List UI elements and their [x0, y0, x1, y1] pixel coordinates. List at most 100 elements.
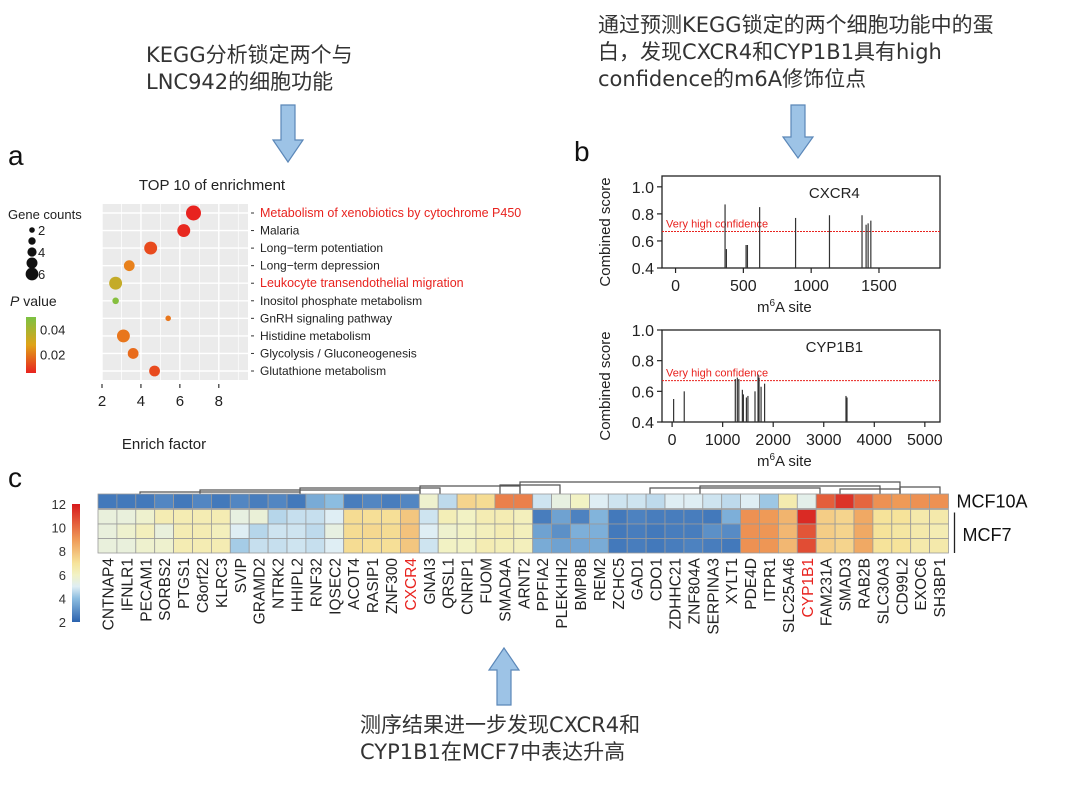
heatmap-cell — [532, 538, 553, 554]
heatmap-cell — [343, 538, 364, 554]
gene-label: PDE4D — [743, 558, 760, 610]
heatmap-cell — [645, 523, 666, 539]
dendrogram-branch — [299, 487, 441, 494]
term-label: Long−term potentiation — [260, 241, 383, 255]
heatmap-cell — [248, 523, 269, 539]
heatmap-cell — [154, 523, 174, 539]
heatmap-cell — [570, 493, 590, 509]
heatmap-cell — [418, 509, 439, 525]
heatmap-cell — [229, 493, 250, 509]
heatmap-cell — [343, 509, 364, 525]
heatmap-cell — [513, 493, 534, 509]
gene-label: ITPR1 — [762, 558, 779, 602]
x-tick-label: 0 — [671, 278, 680, 295]
colorbar-tick-label: 6 — [59, 568, 66, 583]
heatmap-cell — [97, 509, 118, 525]
color-legend-bar — [26, 317, 36, 373]
x-tick-label: 6 — [176, 393, 184, 410]
heatmap-cell — [891, 523, 912, 539]
cyp1b1-m6a-chart: CYP1B1 Very high confidence 0.4 0.6 0.8 1.0 0 1… — [597, 323, 943, 470]
heatmap-cell — [362, 509, 382, 525]
heatmap-cell — [305, 493, 326, 509]
size-legend-dot — [27, 247, 37, 257]
row-group-label: MCF10A — [957, 492, 1028, 512]
gene-label: ZCHC5 — [611, 558, 628, 610]
heatmap-cell — [645, 509, 666, 525]
panel-label-c: c — [8, 462, 22, 493]
data-point — [116, 329, 130, 343]
dendrogram-branch — [839, 488, 901, 494]
dendrogram-branch — [699, 485, 881, 494]
heatmap-cell — [513, 509, 534, 525]
heatmap-cell — [796, 493, 817, 509]
heatmap-cell — [721, 523, 742, 539]
gene-label: EXOC6 — [913, 558, 930, 611]
color-legend-ticks: 0.04 0.02 — [40, 322, 65, 362]
annotation-kegg-analysis: KEGG分析锁定两个与 LNC942的细胞功能 — [146, 43, 353, 94]
size-legend-label: 2 — [38, 223, 45, 238]
x-tick-label: 1000 — [705, 432, 741, 449]
gene-label: CNRIP1 — [460, 558, 477, 615]
data-point — [109, 276, 123, 290]
heatmap-cell — [910, 493, 931, 509]
heatmap-cell — [815, 509, 836, 525]
heatmap-cell — [929, 493, 949, 509]
color-legend-tick-label: 0.02 — [40, 347, 65, 362]
heatmap-cell — [418, 538, 439, 554]
gene-label: SLC25A46 — [781, 558, 798, 633]
gene-label: RASIP1 — [365, 558, 382, 613]
size-legend-dot — [25, 267, 39, 281]
gene-label: RAB2B — [856, 558, 873, 609]
heatmap-cell — [891, 509, 912, 525]
size-legend: 2 4 6 — [25, 223, 45, 282]
gene-label: CDO1 — [649, 558, 666, 601]
heatmap-cell — [589, 509, 609, 525]
heatmap-cell — [286, 538, 307, 554]
heatmap-cell — [97, 523, 118, 539]
arrow-down-icon — [781, 104, 815, 160]
heatmap-cell — [248, 493, 269, 509]
gene-label: RNF32 — [308, 558, 325, 607]
heatmap-cell — [740, 509, 760, 525]
x-axis-title: m6A site — [757, 298, 812, 316]
term-label: GnRH signaling pathway — [260, 311, 392, 325]
heatmap-cell — [929, 523, 949, 539]
heatmap-cell — [494, 493, 515, 509]
heatmap-cell — [456, 493, 477, 509]
heatmap-cell — [910, 538, 931, 554]
heatmap-cell — [475, 493, 496, 509]
heatmap-cell — [778, 493, 798, 509]
heatmap-cell — [702, 493, 723, 509]
heatmap-cell — [324, 509, 345, 525]
heatmap-cell — [626, 538, 647, 554]
gene-label: QRSL1 — [441, 558, 458, 609]
heatmap-cell — [626, 509, 647, 525]
dendrogram-branch — [899, 486, 941, 494]
size-legend-title: Gene counts — [8, 207, 82, 222]
heatmap-cell — [815, 493, 836, 509]
heatmap-cell — [494, 538, 515, 554]
heatmap-cell — [759, 493, 779, 509]
term-label: Histidine metabolism — [260, 329, 371, 343]
plot-frame — [661, 329, 941, 423]
expression-heatmap: 12 10 8 6 4 2 CNTNAP4 IFNLR1 PECAM1 SORBS2 PTGS1 C8… — [52, 481, 1028, 635]
heatmap-cell — [362, 523, 382, 539]
color-legend-tick-label: 0.04 — [40, 322, 65, 337]
data-point — [177, 224, 191, 238]
heatmap-cell — [475, 538, 496, 554]
colorbar-tick-label: 4 — [59, 591, 66, 606]
heatmap-cell — [210, 493, 231, 509]
gene-label: SMAD3 — [838, 558, 855, 611]
gene-label: CYP1B1 — [800, 558, 817, 617]
heatmap-cell — [381, 538, 401, 554]
heatmap-cell — [381, 523, 401, 539]
heatmap-cell — [834, 509, 855, 525]
panel-label-a: a — [8, 140, 24, 171]
heatmap-cell — [135, 523, 156, 539]
heatmap-cell — [173, 523, 193, 539]
heatmap-cell — [645, 493, 666, 509]
gene-label: C8orf22 — [195, 558, 212, 613]
heatmap-cell — [815, 523, 836, 539]
heatmap-cell — [192, 538, 212, 554]
heatmap-cell — [626, 493, 647, 509]
